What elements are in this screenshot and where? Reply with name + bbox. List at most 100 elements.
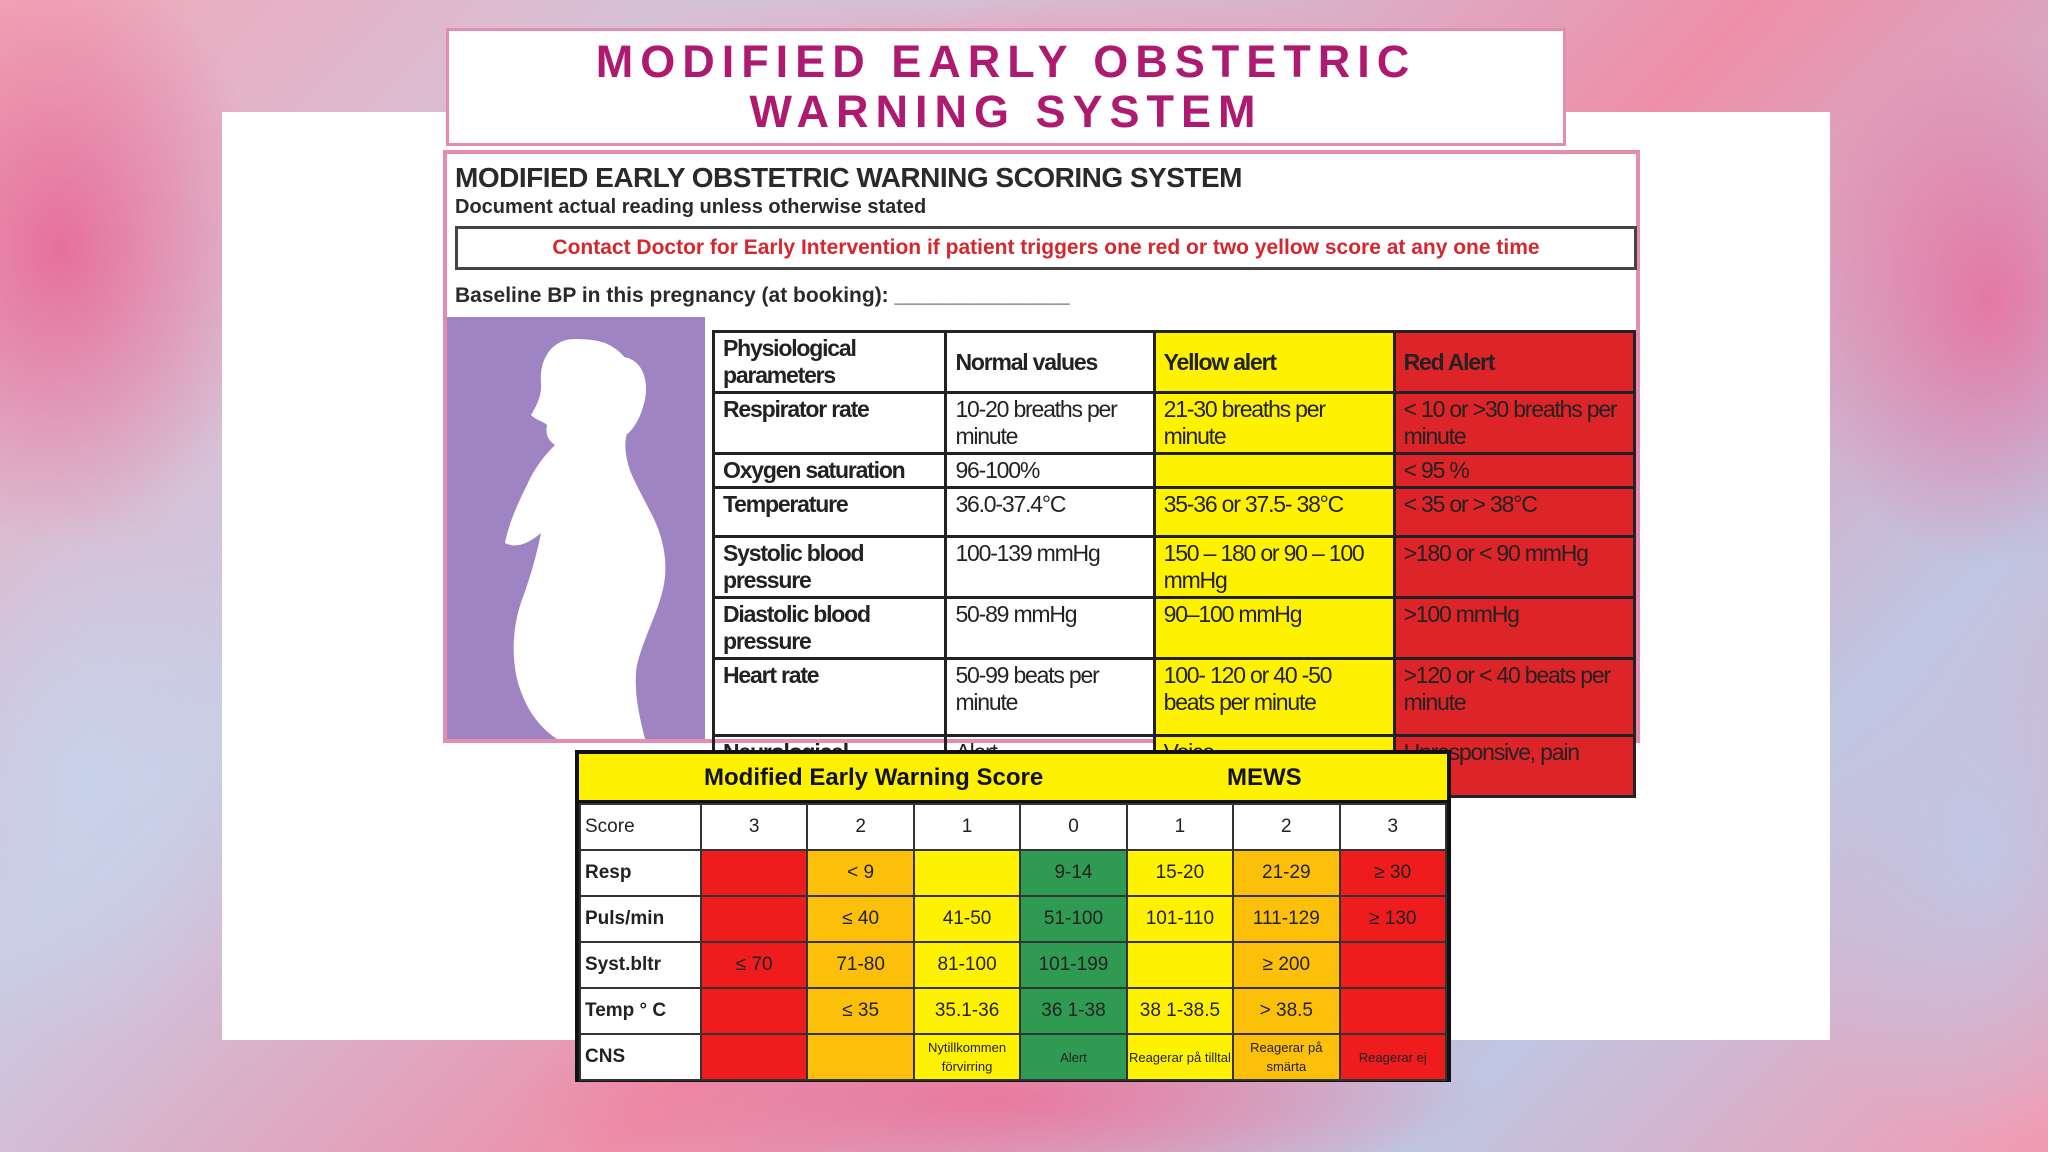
mews-title: Modified Early Warning Score (704, 764, 1044, 791)
table-row: CNS Nytillkommen förvirring Alert Reager… (579, 1033, 1448, 1081)
header-physiological-parameters: Physiological parameters (711, 330, 948, 394)
table-row: Diastolic blood pressure 50-89 mmHg 90–1… (711, 596, 1637, 660)
meows-subheading: Document actual reading unless otherwise… (455, 196, 927, 218)
yellow-cell (1152, 452, 1396, 489)
table-row: Puls/min ≤ 40 41-50 51-100 101-110 111-1… (579, 895, 1448, 943)
param-cell: Diastolic blood pressure (711, 596, 948, 660)
table-row: Temperature 36.0-37.4°C 35-36 or 37.5- 3… (711, 486, 1637, 538)
table-cell: 36 1-38 (1019, 987, 1128, 1035)
table-cell: ≥ 30 (1338, 849, 1448, 897)
normal-cell: 96-100% (944, 452, 1156, 489)
pregnant-woman-silhouette-icon (447, 317, 705, 739)
table-cell: ≤ 35 (806, 987, 915, 1035)
meows-chart-image: MODIFIED EARLY OBSTETRIC WARNING SCORING… (443, 150, 1640, 798)
slide-title-box: MODIFIED EARLY OBSTETRIC WARNING SYSTEM (446, 28, 1566, 146)
red-cell: < 10 or >30 breaths per minute (1392, 391, 1637, 455)
table-cell: ≤ 70 (699, 941, 809, 989)
score-cell: 1 (1125, 803, 1235, 851)
mews-banner: Modified Early Warning Score MEWS (579, 754, 1447, 803)
table-row: Systolic blood pressure 100-139 mmHg 150… (711, 535, 1637, 599)
row-label: Puls/min (579, 895, 702, 943)
yellow-cell: 150 – 180 or 90 – 100 mmHg (1152, 535, 1396, 599)
table-cell (1338, 941, 1448, 989)
red-cell: >180 or < 90 mmHg (1392, 535, 1637, 599)
red-cell: >100 mmHg (1392, 596, 1637, 660)
table-row: Respirator rate 10-20 breaths per minute… (711, 391, 1637, 455)
table-cell (699, 987, 809, 1035)
param-cell: Respirator rate (711, 391, 948, 455)
row-label: Resp (579, 849, 702, 897)
table-cell: 101-199 (1019, 941, 1128, 989)
param-cell: Systolic blood pressure (711, 535, 948, 599)
meows-baseline-bp: Baseline BP in this pregnancy (at bookin… (455, 284, 1070, 307)
table-cell (699, 895, 809, 943)
meows-alert-text: Contact Doctor for Early Intervention if… (552, 236, 1540, 259)
param-cell: Oxygen saturation (711, 452, 948, 489)
header-yellow-alert: Yellow alert (1152, 330, 1396, 394)
header-red-alert: Red Alert (1392, 330, 1637, 394)
table-cell: 51-100 (1019, 895, 1128, 943)
table-cell (699, 849, 809, 897)
table-cell: 101-110 (1125, 895, 1235, 943)
table-cell: 9-14 (1019, 849, 1128, 897)
param-cell: Heart rate (711, 657, 948, 737)
normal-cell: 36.0-37.4°C (944, 486, 1156, 538)
table-cell: 41-50 (912, 895, 1022, 943)
row-label: CNS (579, 1033, 702, 1081)
table-cell (1125, 941, 1235, 989)
yellow-cell: 21-30 breaths per minute (1152, 391, 1396, 455)
mews-abbrev: MEWS (1227, 764, 1302, 791)
row-label: Syst.bltr (579, 941, 702, 989)
param-cell: Temperature (711, 486, 948, 538)
score-cell: 3 (699, 803, 809, 851)
meows-heading: MODIFIED EARLY OBSTETRIC WARNING SCORING… (455, 162, 1243, 193)
table-cell (1338, 987, 1448, 1035)
table-cell: 35.1-36 (912, 987, 1022, 1035)
mews-table-image: Modified Early Warning Score MEWS Score … (575, 750, 1451, 1082)
table-cell: 81-100 (912, 941, 1022, 989)
table-row: Heart rate 50-99 beats per minute 100- 1… (711, 657, 1637, 737)
table-cell: 21-29 (1232, 849, 1341, 897)
table-cell: ≥ 200 (1232, 941, 1341, 989)
table-row: Oxygen saturation 96-100% < 95 % (711, 452, 1637, 489)
score-cell: 0 (1019, 803, 1128, 851)
table-cell (912, 849, 1022, 897)
table-row: Temp ° C ≤ 35 35.1-36 36 1-38 38 1-38.5 … (579, 987, 1448, 1035)
table-cell: < 9 (806, 849, 915, 897)
yellow-cell: 90–100 mmHg (1152, 596, 1396, 660)
row-label: Temp ° C (579, 987, 702, 1035)
red-cell: < 95 % (1392, 452, 1637, 489)
header-normal-values: Normal values (944, 330, 1156, 394)
table-cell: 71-80 (806, 941, 915, 989)
table-cell (699, 1033, 809, 1081)
table-cell (806, 1033, 915, 1081)
slide-title: MODIFIED EARLY OBSTETRIC WARNING SYSTEM (595, 36, 1417, 137)
table-cell: 38 1-38.5 (1125, 987, 1235, 1035)
score-cell: 3 (1338, 803, 1448, 851)
yellow-cell: 100- 120 or 40 -50 beats per minute (1152, 657, 1396, 737)
score-header-row: Score 3 2 1 0 1 2 3 (579, 803, 1448, 851)
table-cell: Nytillkommen förvirring (912, 1033, 1022, 1081)
normal-cell: 50-89 mmHg (944, 596, 1156, 660)
yellow-cell: 35-36 or 37.5- 38°C (1152, 486, 1396, 538)
table-row: Syst.bltr ≤ 70 71-80 81-100 101-199 ≥ 20… (579, 941, 1448, 989)
normal-cell: 50-99 beats per minute (944, 657, 1156, 737)
normal-cell: 10-20 breaths per minute (944, 391, 1156, 455)
table-cell: Alert (1019, 1033, 1128, 1081)
table-cell: ≤ 40 (806, 895, 915, 943)
table-cell: > 38.5 (1232, 987, 1341, 1035)
table-cell: ≥ 130 (1338, 895, 1448, 943)
table-header-row: Physiological parameters Normal values Y… (711, 330, 1637, 394)
table-cell: Reagerar ej (1338, 1033, 1448, 1081)
table-cell: 111-129 (1232, 895, 1341, 943)
score-label: Score (579, 803, 702, 851)
red-cell: >120 or < 40 beats per minute (1392, 657, 1637, 737)
table-cell: Reagerar på smärta (1232, 1033, 1341, 1081)
score-cell: 1 (912, 803, 1022, 851)
table-cell: Reagerar på tilltal (1125, 1033, 1235, 1081)
score-cell: 2 (1232, 803, 1341, 851)
mews-score-table: Score 3 2 1 0 1 2 3 Resp < 9 9-14 15-20 … (579, 803, 1448, 1081)
meows-parameters-table: Physiological parameters Normal values Y… (711, 330, 1637, 798)
table-cell: 15-20 (1125, 849, 1235, 897)
red-cell: < 35 or > 38°C (1392, 486, 1637, 538)
